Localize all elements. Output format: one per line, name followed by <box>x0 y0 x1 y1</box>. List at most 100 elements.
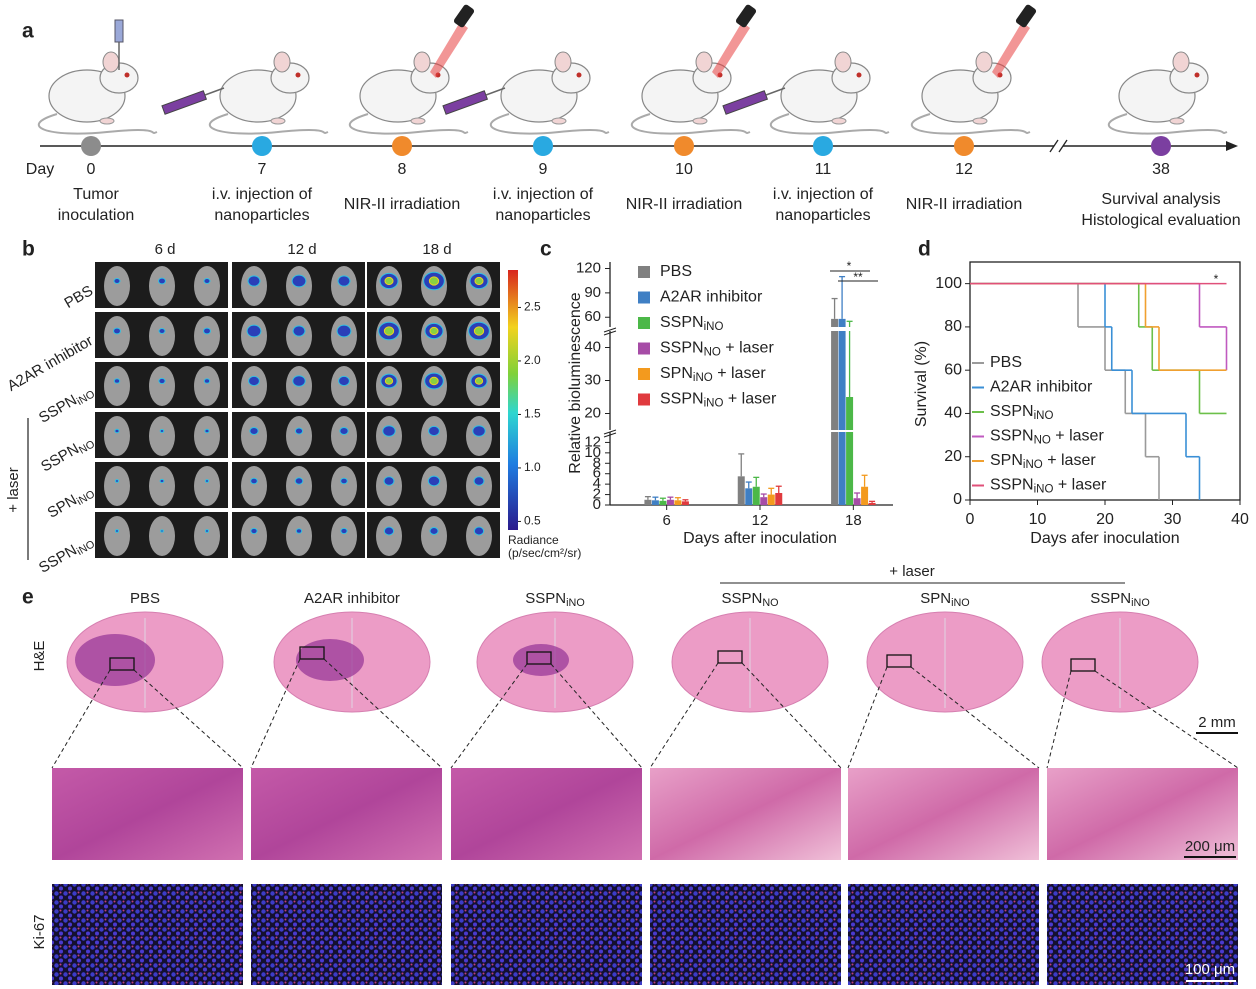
axis-break <box>1054 138 1063 154</box>
bar <box>651 500 659 505</box>
y-tick-label: 10 <box>584 444 601 461</box>
zoom-box <box>109 657 135 671</box>
laser-beam <box>992 22 1030 78</box>
y-tick-label: 60 <box>584 308 601 325</box>
mouse-foot <box>99 117 115 125</box>
signal <box>204 529 210 533</box>
zoom-guide <box>741 662 842 769</box>
y-tick-label: 0 <box>593 496 601 513</box>
y-tick-label: 30 <box>584 371 601 388</box>
event-label: NIR-II irradiation <box>626 196 742 213</box>
column-label: SSPNiNO <box>1090 590 1149 609</box>
row-label: SPNiNO <box>45 482 97 523</box>
zoom-box <box>299 646 325 660</box>
mouse-eye <box>1194 72 1200 78</box>
y-tick-label: 80 <box>944 318 962 335</box>
colorbar-tick-label: 2.0 <box>524 353 541 367</box>
x-tick-label: 0 <box>966 511 975 528</box>
he-micrograph <box>650 768 841 860</box>
axis-break-mark <box>603 429 617 435</box>
group-label: + laser <box>889 563 934 580</box>
mouse-silhouette <box>149 516 175 556</box>
zoom-guide <box>133 669 244 769</box>
legend-label: SSPNiNO <box>660 314 723 333</box>
legend-label: SSPNiNO + laser <box>660 391 777 410</box>
mouse-eye <box>576 72 582 78</box>
mouse-silhouette <box>286 516 312 556</box>
significance-mark: ** <box>853 270 863 284</box>
signal <box>158 277 166 285</box>
signal-core <box>384 276 394 286</box>
bar <box>745 488 753 505</box>
x-axis-label: Days after inoculation <box>683 530 837 547</box>
signal-core <box>473 326 485 336</box>
bar <box>752 486 760 505</box>
laser-device <box>1015 4 1037 28</box>
laser-beam <box>712 22 750 78</box>
column-label: SSPNiNO <box>525 590 584 609</box>
mouse-eye <box>856 72 862 78</box>
signal <box>158 377 166 385</box>
bar <box>674 500 682 505</box>
row-label: Ki-67 <box>31 914 48 949</box>
signal <box>247 275 261 287</box>
event-label: nanoparticles <box>495 207 590 224</box>
he-micrograph <box>52 768 243 860</box>
bar <box>767 494 775 505</box>
colorbar-tick-label: 2.5 <box>524 300 541 314</box>
mouse-ear <box>273 51 291 73</box>
laser-beam <box>430 22 468 78</box>
colorbar-tick-label: 1.5 <box>524 407 541 421</box>
signal <box>246 324 262 338</box>
x-tick-label: 40 <box>1231 511 1249 528</box>
zoom-guide <box>847 666 888 769</box>
event-label: i.v. injection of <box>212 186 313 203</box>
laser-device <box>735 4 757 28</box>
signal <box>382 425 396 437</box>
legend-swatch <box>638 393 650 406</box>
mouse-silhouette <box>466 516 492 556</box>
mouse-illustration <box>910 51 1031 135</box>
signal <box>336 324 352 338</box>
ki67-micrograph <box>650 884 841 985</box>
bar <box>831 331 839 430</box>
y-tick-label: 8 <box>593 454 601 471</box>
ki67-micrograph <box>1047 884 1238 985</box>
colorbar-title: Radiance <box>508 533 559 547</box>
signal-core <box>428 276 440 286</box>
timeline-axis-label: Day <box>26 161 54 178</box>
he-micrograph <box>1047 768 1238 860</box>
colorbar <box>508 270 518 530</box>
mouse-illustration <box>489 51 610 135</box>
legend-label: SPNiNO + laser <box>990 452 1096 471</box>
mouse-illustration <box>630 51 751 135</box>
signal <box>113 327 121 335</box>
signal <box>337 275 351 287</box>
event-label: i.v. injection of <box>493 186 594 203</box>
mouse-ear <box>1172 51 1190 73</box>
panel-label: a <box>22 20 34 43</box>
mouse-foot <box>410 117 426 125</box>
zoom-guide <box>323 658 443 769</box>
laser-device <box>453 4 475 28</box>
mouse-silhouette <box>331 466 357 506</box>
mouse-silhouette <box>286 466 312 506</box>
signal <box>339 426 349 436</box>
signal <box>250 477 258 485</box>
x-tick-label: 10 <box>1029 511 1047 528</box>
day-label: 9 <box>539 161 548 178</box>
he-micrograph <box>848 768 1039 860</box>
axis-break-mark <box>1058 139 1068 153</box>
legend-label: PBS <box>990 354 1022 371</box>
mouse-foot <box>692 117 708 125</box>
column-label: SSPNNO <box>721 590 778 609</box>
mouse-silhouette <box>331 516 357 556</box>
zoom-guide <box>1046 670 1072 769</box>
day-label: 10 <box>675 161 693 178</box>
he-micrograph <box>251 768 442 860</box>
mouse-silhouette <box>104 466 130 506</box>
signal <box>250 527 258 535</box>
mouse-silhouette <box>149 466 175 506</box>
bar <box>846 432 854 505</box>
